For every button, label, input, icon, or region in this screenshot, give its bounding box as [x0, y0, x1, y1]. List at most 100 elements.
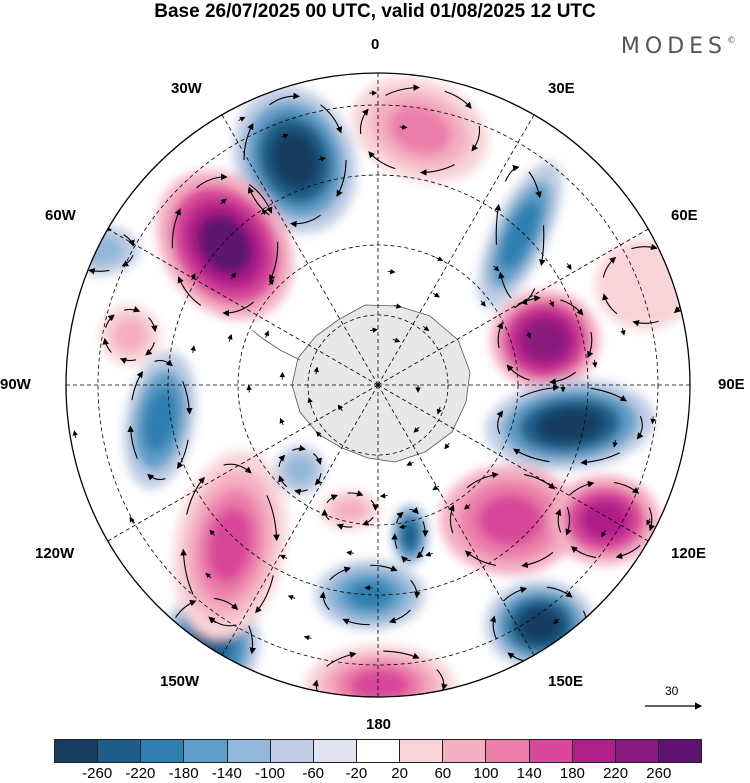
- wind-arrow: [546, 586, 573, 598]
- wind-arrow: [602, 256, 617, 278]
- legend-swatch: [313, 740, 357, 762]
- wind-arrow: [587, 331, 594, 358]
- legend-swatch: [443, 740, 487, 762]
- legend-tick-label: 60: [434, 765, 452, 782]
- wind-arrow: [555, 508, 562, 533]
- wind-arrow: [127, 425, 138, 459]
- wind-arrow: [336, 523, 353, 530]
- wind-arrow: [539, 225, 546, 267]
- wind-arrow: [223, 463, 252, 474]
- wind-arrow: [602, 293, 618, 315]
- legend-ticks: -260 -220 -180 -140 -100 -60 -20 20 60 100 140 180 2…: [0, 765, 750, 783]
- wind-arrow: [313, 366, 319, 375]
- meridian-line: [377, 384, 649, 542]
- wind-arrow: [379, 493, 388, 499]
- wind-arrow: [121, 254, 134, 267]
- wind-arrow: [432, 484, 440, 491]
- legend-swatch: [184, 740, 228, 762]
- wind-arrow: [209, 618, 216, 624]
- wind-arrow: [385, 84, 421, 96]
- anomaly-contour: [536, 406, 604, 444]
- meridian-line: [107, 228, 379, 386]
- wind-arrow: [448, 504, 455, 534]
- wind-arrow: [370, 327, 378, 333]
- wind-arrow: [620, 327, 626, 336]
- wind-arrow: [315, 431, 322, 438]
- wind-arrow: [248, 184, 273, 214]
- wind-arrow: [648, 507, 655, 532]
- wind-arrow: [337, 404, 344, 412]
- anomaly-contour: [112, 317, 148, 353]
- wind-arrow: [145, 342, 155, 356]
- legend-swatch: [356, 740, 401, 762]
- wind-arrow: [570, 546, 597, 559]
- wind-arrow: [102, 337, 112, 353]
- anomaly-contour: [401, 521, 419, 549]
- wind-arrow: [590, 387, 627, 402]
- wind-arrow: [281, 133, 289, 139]
- wind-arrow: [336, 159, 347, 197]
- anomaly-contour: [270, 130, 320, 190]
- wind-arrow: [326, 651, 357, 667]
- wind-arrow: [498, 271, 512, 299]
- wind-arrow: [287, 595, 296, 601]
- wind-arrow: [416, 546, 425, 559]
- wind-arrow: [471, 125, 481, 152]
- wind-arrow: [524, 474, 556, 490]
- legend-colorbar: [54, 739, 702, 763]
- legend-swatch: [98, 740, 142, 762]
- wind-arrow: [480, 300, 486, 307]
- polar-map: [65, 72, 691, 698]
- parallel-circle: [97, 104, 659, 666]
- anomaly-contour: [615, 258, 675, 312]
- wind-arrow: [318, 156, 327, 162]
- wind-arrow: [413, 426, 420, 433]
- wind-arrow: [401, 555, 411, 563]
- wind-arrow: [347, 490, 364, 497]
- wind-arrow: [264, 330, 270, 338]
- wind-arrow: [548, 299, 554, 308]
- wind-arrow: [238, 116, 246, 122]
- wind-arrow: [496, 410, 504, 435]
- wind-arrow: [399, 124, 408, 130]
- wind-arrow: [425, 551, 433, 557]
- wind-arrow: [391, 533, 398, 549]
- wind-arrow: [303, 635, 312, 641]
- lon-label-90e: 90E: [718, 376, 745, 393]
- wind-arrow: [632, 319, 659, 327]
- wind-arrow: [370, 564, 398, 572]
- wind-arrow: [119, 357, 136, 364]
- anomaly-contour: [285, 455, 315, 485]
- wind-arrow: [171, 208, 181, 249]
- legend-tick-label: 180: [559, 765, 585, 782]
- wind-arrow: [520, 384, 560, 398]
- wind-arrow: [463, 503, 471, 510]
- anomaly-contour: [76, 235, 124, 265]
- vector-scale-value: 30: [665, 684, 679, 698]
- wind-arrow: [672, 255, 688, 277]
- wind-arrow: [260, 209, 268, 216]
- wind-arrow: [513, 448, 550, 463]
- wind-arrow: [292, 444, 306, 452]
- wind-arrow: [266, 495, 280, 542]
- wind-arrow: [387, 268, 396, 275]
- wind-arrow: [502, 586, 528, 602]
- lon-label-120e: 120E: [671, 545, 707, 562]
- wind-arrow: [123, 234, 135, 247]
- wind-arrow: [164, 635, 172, 665]
- legend-swatch: [572, 740, 616, 762]
- wind-arrow: [514, 295, 541, 309]
- wind-arrow: [528, 171, 542, 199]
- wind-arrow: [521, 551, 554, 569]
- wind-arrow: [129, 516, 135, 524]
- lon-label-90w: 90W: [0, 376, 31, 393]
- legend-tick-label: 100: [473, 765, 499, 782]
- wind-arrow: [248, 625, 256, 655]
- wind-arrow: [247, 186, 270, 216]
- lon-label-30e: 30E: [548, 80, 575, 97]
- legend-tick-label: -20: [345, 765, 368, 782]
- legend-swatch: [658, 740, 702, 762]
- wind-arrow: [636, 415, 644, 440]
- wind-arrow: [268, 279, 275, 286]
- meridian-line: [377, 114, 535, 386]
